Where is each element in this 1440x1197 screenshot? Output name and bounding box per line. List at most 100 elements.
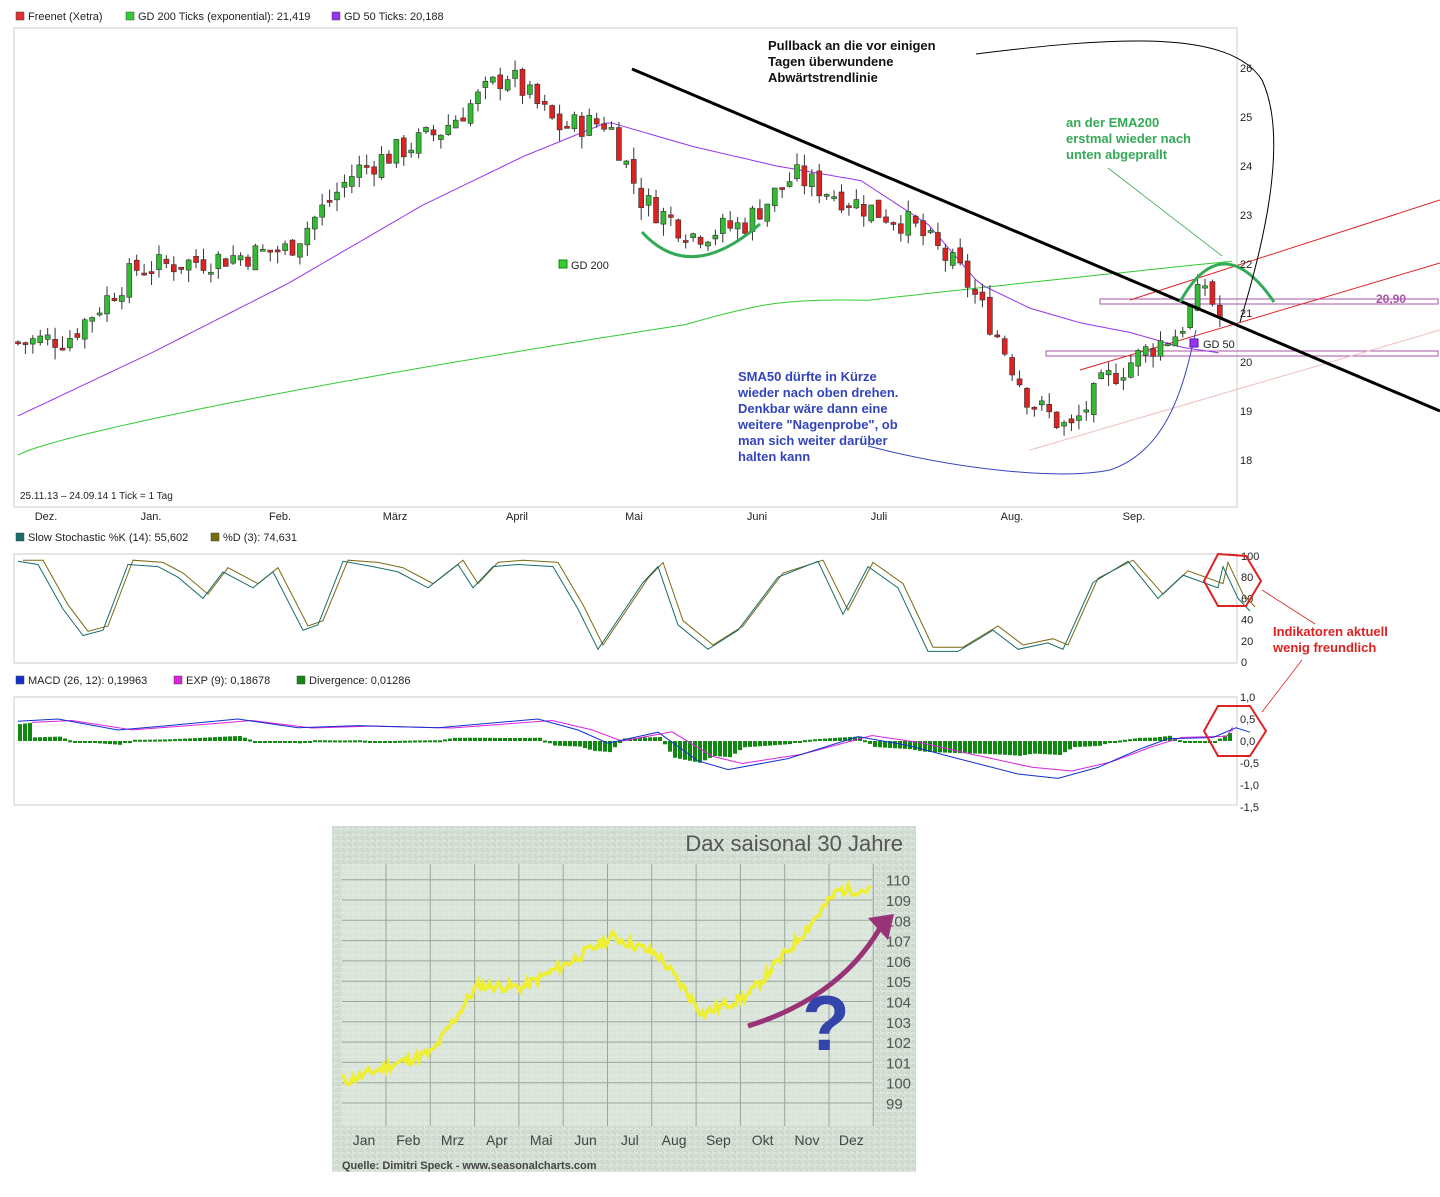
candle-up: [1180, 331, 1185, 333]
divergence-bar: [1093, 741, 1097, 746]
macd-y-tick: -1,5: [1240, 802, 1259, 814]
price-y-tick: 22: [1240, 259, 1252, 271]
divergence-bar: [868, 741, 872, 744]
divergence-bar: [648, 737, 652, 741]
divergence-bar: [443, 739, 447, 741]
candle-down: [1017, 379, 1022, 385]
divergence-bar: [1068, 741, 1072, 749]
divergence-bar: [283, 741, 287, 743]
divergence-bar: [1003, 741, 1007, 755]
divergence-bar: [768, 741, 772, 746]
candle-up: [1039, 401, 1044, 405]
candle-down: [327, 200, 332, 202]
candle-up: [1136, 350, 1141, 366]
divergence-bar: [833, 738, 837, 741]
candle-up: [156, 254, 161, 269]
candle-up: [468, 104, 473, 124]
divergence-bar: [223, 737, 227, 741]
macd-y-tick: 0,5: [1240, 714, 1255, 726]
divergence-bar: [358, 740, 362, 742]
divergence-bar: [753, 741, 757, 747]
divergence-bar: [1133, 739, 1137, 741]
legend-swatch-div: [297, 676, 305, 684]
divergence-bar: [1008, 741, 1012, 755]
candle-down: [1032, 407, 1037, 409]
candle-up: [609, 127, 614, 129]
divergence-bar: [413, 741, 417, 743]
candle-down: [245, 257, 250, 266]
candle-down: [639, 188, 644, 208]
candle-up: [772, 188, 777, 206]
candle-up: [446, 125, 451, 134]
stoch-y-tick: 40: [1241, 615, 1253, 627]
seasonal-month-label: Apr: [486, 1132, 508, 1148]
divergence-bar: [353, 740, 357, 742]
macd-y-tick: -0,5: [1240, 758, 1259, 770]
divergence-bar: [733, 741, 737, 754]
sma50-line-2: wieder nach oben drehen.: [737, 385, 898, 400]
divergence-bar: [258, 741, 262, 743]
candle-down: [53, 339, 58, 347]
divergence-bar: [83, 741, 87, 743]
divergence-bar: [793, 741, 797, 743]
divergence-bar: [1198, 741, 1202, 743]
divergence-bar: [1213, 741, 1217, 743]
divergence-bar: [213, 737, 217, 741]
candle-down: [898, 224, 903, 234]
candle-up: [208, 272, 213, 274]
divergence-bar: [823, 739, 827, 741]
divergence-bar: [978, 741, 982, 754]
divergence-bar: [1143, 738, 1147, 741]
main-legend: Freenet (Xetra) GD 200 Ticks (exponentia…: [16, 11, 444, 23]
divergence-bar: [313, 740, 317, 742]
gd200-tag-swatch: [559, 260, 567, 268]
divergence-bar: [493, 738, 497, 741]
divergence-bar: [873, 741, 877, 747]
seasonal-month-label: Jan: [353, 1132, 376, 1148]
candle-up: [30, 339, 35, 345]
divergence-bar: [1203, 741, 1207, 743]
divergence-bar: [348, 740, 352, 742]
candle-down: [275, 250, 280, 252]
divergence-bar: [453, 738, 457, 741]
candle-down: [535, 84, 540, 103]
divergence-bar: [988, 741, 992, 754]
divergence-bar: [1178, 740, 1182, 742]
divergence-bar: [788, 741, 792, 744]
candle-down: [995, 335, 1000, 337]
candle-down: [973, 289, 978, 294]
divergence-bar: [1103, 741, 1107, 744]
divergence-bar: [928, 741, 932, 752]
legend-swatch-ema200: [126, 12, 134, 20]
divergence-bar: [828, 738, 832, 741]
divergence-bar: [818, 739, 822, 741]
month-label: Juni: [747, 511, 767, 523]
candle-down: [654, 197, 659, 223]
seasonal-y-tick: 103: [886, 1015, 911, 1032]
divergence-bar: [1013, 741, 1017, 755]
divergence-bar: [863, 740, 867, 742]
month-label: Feb.: [269, 511, 291, 523]
candle-down: [891, 222, 896, 224]
sma50-line-5: man sich weiter darüber: [738, 433, 888, 448]
divergence-bar: [558, 741, 562, 746]
seasonal-y-tick: 106: [886, 954, 911, 971]
seasonal-y-tick: 104: [886, 995, 911, 1012]
candle-up: [854, 200, 859, 208]
candle-down: [179, 267, 184, 269]
divergence-bar: [148, 740, 152, 742]
candle-up: [45, 335, 50, 339]
divergence-bar: [113, 741, 117, 744]
divergence-bar: [68, 740, 72, 742]
divergence-bar: [778, 741, 782, 745]
month-label: Jan.: [141, 511, 162, 523]
candle-down: [564, 126, 569, 128]
candle-down: [557, 114, 562, 130]
divergence-bar: [798, 741, 802, 743]
candle-down: [461, 118, 466, 121]
legend-swatch-exp: [174, 676, 182, 684]
candle-up: [335, 192, 340, 200]
divergence-bar: [1188, 741, 1192, 743]
sma50-line-1: SMA50 dürfte in Kürze: [738, 369, 877, 384]
